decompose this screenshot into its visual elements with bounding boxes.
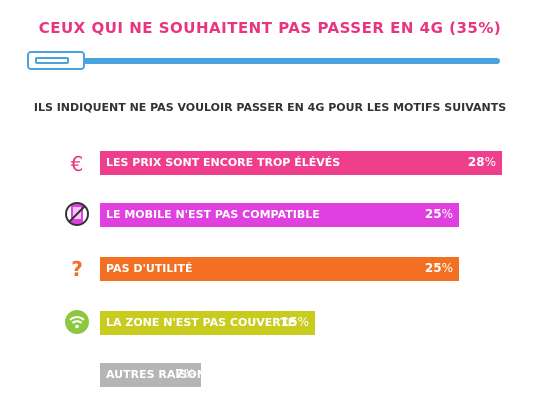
- bar-value: 7%: [175, 367, 195, 381]
- bar-2: LE MOBILE N'EST PAS COMPATIBLE 25%: [100, 203, 459, 227]
- euro-icon: €: [64, 151, 90, 177]
- bar-value-unit: %: [441, 207, 453, 221]
- incompatible-phone-icon: [64, 201, 90, 227]
- svg-text:€: €: [71, 152, 84, 176]
- bar-label: PAS D'UTILITÉ: [106, 262, 193, 275]
- wifi-icon: [64, 309, 90, 335]
- bar-value-unit: %: [297, 315, 309, 329]
- bar-value: 28%: [467, 155, 496, 169]
- bar-value-unit: %: [441, 261, 453, 275]
- chart-subtitle: ILS INDIQUENT NE PAS VOULOIR PASSER EN 4…: [33, 101, 507, 114]
- bar-label: LES PRIX SONT ENCORE TROP ÉLÉVÉS: [106, 156, 341, 169]
- bar-label: LE MOBILE N'EST PAS COMPATIBLE: [106, 208, 320, 221]
- bar-3: PAS D'UTILITÉ 25%: [100, 257, 459, 281]
- chart-title: CEUX QUI NE SOUHAITENT PAS PASSER EN 4G …: [38, 19, 502, 37]
- bar-value-unit: %: [484, 155, 496, 169]
- bar-4: LA ZONE N'EST PAS COUVERTE 15%: [100, 311, 315, 335]
- bar-label: AUTRES RAISONS: [106, 368, 214, 381]
- bar-value-unit: %: [183, 367, 195, 381]
- bar-value: 25%: [424, 207, 453, 221]
- svg-text:?: ?: [71, 257, 83, 281]
- plug-icon: [27, 51, 85, 70]
- bar-5: AUTRES RAISONS 7%: [100, 363, 214, 387]
- bar-value: 15%: [280, 315, 309, 329]
- bar-value: 25%: [424, 261, 453, 275]
- bar-1: LES PRIX SONT ENCORE TROP ÉLÉVÉS 28%: [100, 151, 502, 175]
- question-mark-icon: ?: [64, 255, 90, 281]
- divider-line: [60, 58, 500, 64]
- bar-label: LA ZONE N'EST PAS COUVERTE: [106, 316, 296, 329]
